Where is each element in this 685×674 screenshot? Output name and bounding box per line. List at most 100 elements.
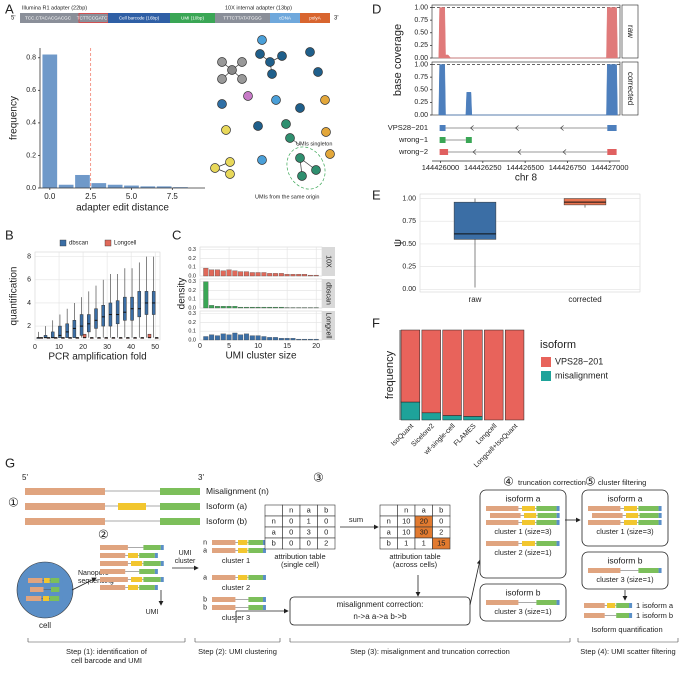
segment-label: Cell barcode (16bp)	[119, 16, 160, 21]
legend-swatch	[541, 357, 551, 367]
read-segment	[607, 603, 616, 608]
y-tick-label: 2	[27, 323, 31, 330]
panel-bg	[431, 61, 621, 116]
read-segment	[490, 513, 521, 518]
exon	[25, 503, 105, 510]
box	[58, 325, 62, 338]
box	[82, 333, 87, 338]
cluster-label: cluster 2	[222, 583, 250, 592]
read-segment	[212, 597, 236, 602]
bar	[232, 332, 238, 341]
result: 1 isoform a	[636, 601, 674, 610]
read-segment	[154, 569, 158, 574]
read-segment	[486, 541, 519, 546]
panel-bg	[199, 310, 323, 341]
read-segment	[624, 506, 637, 511]
read-segment	[522, 506, 535, 511]
panel-label: B	[5, 227, 14, 242]
panel-label: G	[5, 455, 15, 470]
table-cell-text: 2	[439, 527, 443, 536]
bar	[226, 269, 232, 277]
read-segment	[43, 596, 50, 601]
y-tick-label: 0.3	[188, 279, 196, 285]
exon	[465, 137, 472, 143]
facet-label: raw	[626, 25, 635, 38]
box	[65, 323, 69, 338]
read-segment	[616, 613, 630, 618]
table-cell-text: 0	[324, 527, 328, 536]
read-segment	[486, 506, 519, 511]
bar	[267, 273, 273, 277]
read-tag: a	[203, 547, 207, 554]
cluster-box	[479, 489, 567, 579]
bar	[238, 334, 244, 341]
y-axis-label: frequency	[9, 96, 20, 140]
read-segment	[50, 578, 60, 583]
isoform-title: isoform b	[608, 555, 643, 565]
y-tick-label: 0.2	[188, 320, 196, 326]
read-segment	[131, 577, 143, 582]
box	[137, 291, 142, 318]
read-segment	[537, 513, 557, 518]
read-segment	[588, 506, 621, 511]
table-cell-text: 1	[422, 538, 426, 547]
x-tick-label: 7.5	[167, 192, 179, 201]
read-segment	[658, 513, 662, 518]
read-segment	[248, 575, 263, 580]
umi-network	[210, 35, 335, 190]
panel-bg	[431, 4, 621, 59]
bar	[244, 271, 249, 277]
y-tick-label: 0.75	[402, 218, 416, 225]
bar-segment	[504, 329, 525, 421]
bar-segment	[463, 329, 483, 417]
step-title: truncation correction	[518, 478, 586, 487]
exon	[439, 149, 449, 155]
strand-arrow	[560, 125, 564, 131]
exon	[607, 125, 617, 131]
end-label: 3'	[334, 16, 338, 22]
read-segment	[212, 540, 236, 545]
table-cell-text: a	[387, 527, 392, 536]
read-tag: n	[203, 539, 207, 546]
read-segment	[588, 520, 621, 525]
read-segment	[143, 561, 161, 566]
bar	[173, 187, 188, 188]
read-segment	[638, 506, 659, 511]
exon	[160, 518, 200, 525]
box	[94, 308, 98, 329]
cluster-box	[581, 489, 669, 547]
bar	[249, 272, 255, 277]
bar	[307, 338, 313, 341]
bar	[273, 306, 278, 309]
read-segment	[59, 587, 63, 592]
bar-segment	[400, 401, 421, 421]
segment-label: UMI (10bp)	[181, 16, 204, 21]
y-tick-label: 0.00	[402, 286, 416, 293]
table-header: b	[439, 505, 443, 514]
cluster-caption: cluster 1 (size=3)	[596, 527, 654, 536]
note: sum	[349, 515, 363, 524]
y-tick-label: 0.0	[188, 337, 196, 343]
isoform-label: wrong−1	[398, 135, 428, 144]
read-segment	[160, 577, 164, 582]
cluster-caption: cluster 2 (size=1)	[494, 548, 552, 557]
strand-arrow	[515, 125, 519, 131]
y-tick-label: 0.0	[188, 305, 196, 311]
y-axis-label: base coverage	[392, 24, 404, 96]
panel-label: F	[372, 315, 380, 330]
y-tick-label: 0.50	[414, 87, 428, 94]
read-segment	[584, 613, 605, 618]
read-segment	[616, 603, 630, 608]
x-tick-label: 144426750	[549, 163, 587, 172]
bar	[42, 54, 58, 188]
facet-strip	[621, 4, 639, 59]
y-axis-label: density	[177, 278, 188, 310]
bar	[284, 274, 290, 277]
bar	[255, 306, 261, 309]
x-tick-label: 144427000	[591, 163, 629, 172]
table-cell-text: 0	[439, 516, 443, 525]
box	[50, 331, 55, 338]
y-tick-label: 1.00	[414, 4, 428, 11]
table-cell-text: 20	[420, 516, 428, 525]
read-segment	[262, 605, 266, 610]
